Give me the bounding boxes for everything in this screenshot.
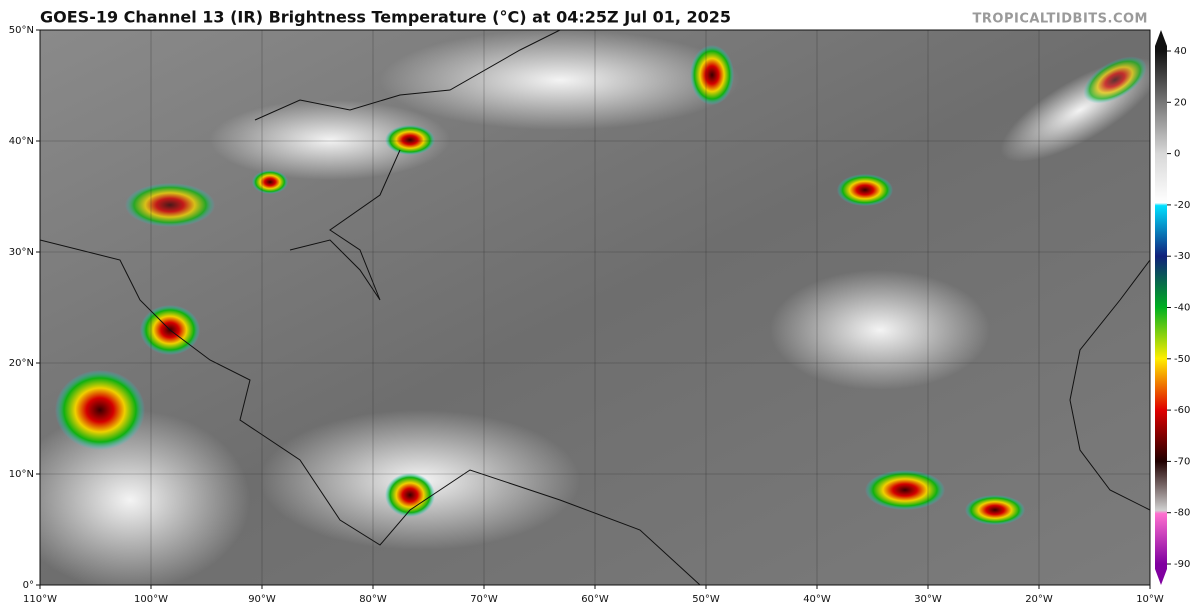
x-tick-label: 110°W	[23, 594, 57, 605]
storm	[965, 495, 1025, 525]
colorbar-tick-label: -30	[1174, 251, 1190, 262]
cloud	[380, 30, 740, 130]
storm	[865, 470, 945, 510]
colorbar-arrow-top	[1155, 30, 1167, 46]
colorbar-tick-label: 40	[1174, 46, 1187, 57]
storm	[690, 45, 734, 105]
colorbar-tick-label: -70	[1174, 456, 1190, 467]
colorbar-tick-label: 0	[1174, 149, 1180, 160]
colorbar-tick-label: -90	[1174, 559, 1190, 570]
x-tick-label: 100°W	[134, 594, 168, 605]
credit: TROPICALTIDBITS.COM	[973, 12, 1148, 27]
colorbar-body	[1155, 46, 1167, 569]
x-tick-label: 60°W	[581, 594, 609, 605]
cloud	[770, 270, 990, 390]
colorbar-tick-label: -50	[1174, 354, 1190, 365]
storm	[252, 170, 288, 194]
colorbar-arrow-bottom	[1155, 569, 1167, 585]
storm	[125, 183, 215, 227]
cloud	[40, 410, 250, 585]
x-tick-label: 90°W	[248, 594, 276, 605]
y-tick-label: 50°N	[9, 25, 34, 36]
colorbar-tick-label: -80	[1174, 508, 1190, 519]
x-tick-label: 80°W	[359, 594, 387, 605]
x-tick-label: 10°W	[1136, 594, 1164, 605]
storm	[837, 174, 893, 206]
storm	[1083, 56, 1147, 104]
colorbar	[1155, 30, 1167, 585]
y-tick-label: 10°N	[9, 469, 34, 480]
x-tick-label: 70°W	[470, 594, 498, 605]
imagery	[40, 30, 1150, 585]
x-tick-label: 50°W	[692, 594, 720, 605]
colorbar-tick-label: 20	[1174, 97, 1187, 108]
map-title: GOES-19 Channel 13 (IR) Brightness Tempe…	[40, 8, 731, 27]
colorbar-tick-label: -20	[1174, 200, 1190, 211]
coastline	[40, 30, 1150, 585]
y-tick-label: 0°	[23, 580, 34, 591]
storm	[55, 370, 145, 450]
y-tick-label: 40°N	[9, 136, 34, 147]
y-tick-label: 20°N	[9, 358, 34, 369]
cloud	[210, 100, 450, 180]
x-tick-label: 30°W	[914, 594, 942, 605]
x-tick-label: 40°W	[803, 594, 831, 605]
colorbar-tick-label: -40	[1174, 303, 1190, 314]
storm	[385, 473, 435, 517]
colorbar-tick-label: -60	[1174, 405, 1190, 416]
y-tick-label: 30°N	[9, 247, 34, 258]
storm	[385, 125, 435, 155]
x-tick-label: 20°W	[1025, 594, 1053, 605]
